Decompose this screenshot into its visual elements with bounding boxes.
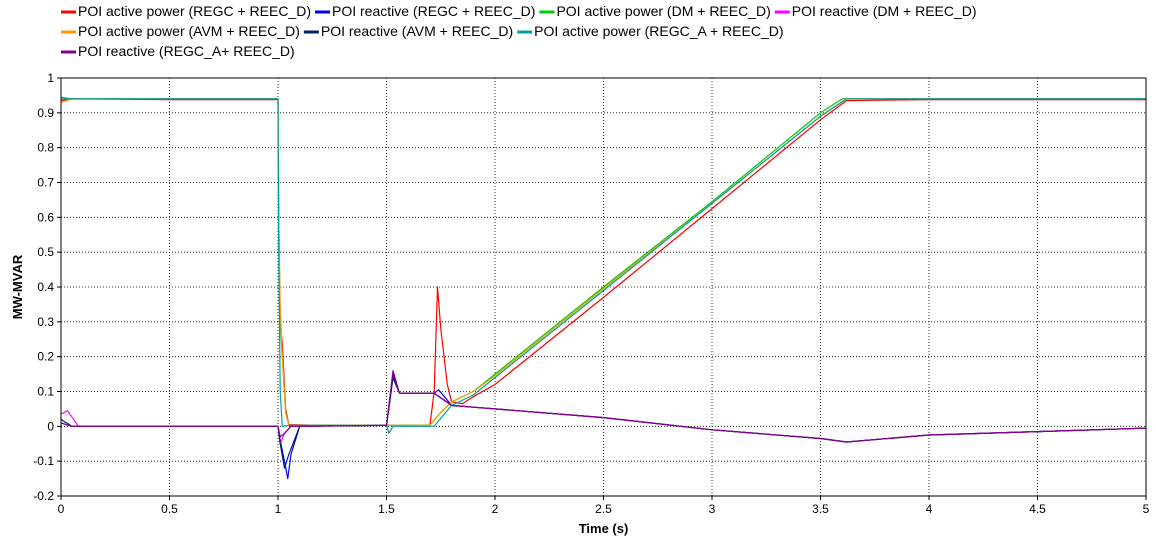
legend-entry-label: POI reactive (DM + REEC_D) — [792, 3, 977, 19]
x-tick-label: 3 — [709, 502, 716, 516]
y-tick-label: -0.1 — [33, 454, 54, 468]
x-tick-label: 1 — [275, 502, 282, 516]
x-tick-label: 0 — [58, 502, 65, 516]
x-tick-label: 2 — [492, 502, 499, 516]
y-tick-label: -0.2 — [33, 489, 54, 503]
y-tick-label: 0.4 — [37, 280, 54, 294]
y-axis-title: MW-MVAR — [10, 254, 25, 319]
series-lines — [60, 96, 1147, 480]
y-tick-label: 0.2 — [37, 350, 54, 364]
legend-entry-label: POI reactive (REGC + REEC_D) — [332, 3, 535, 19]
y-tick-label: 0 — [47, 419, 54, 433]
y-tick-label: 0.7 — [37, 176, 54, 190]
legend: POI active power (REGC + REEC_D) POI reac… — [61, 3, 977, 59]
y-tick-label: 0.5 — [37, 245, 54, 259]
y-tick-label: 0.8 — [37, 141, 54, 155]
legend-entry-label: POI active power (DM + REEC_D) — [556, 3, 770, 19]
series-line-7 — [61, 98, 1146, 434]
legend-entry-label: POI active power (REGC_A + REEC_D) — [534, 23, 783, 39]
legend-entry-label: POI reactive (AVM + REEC_D) — [321, 23, 513, 39]
series-line-8 — [60, 370, 1147, 443]
x-tick-label: 0.5 — [161, 502, 178, 516]
x-tick-label: 2.5 — [595, 502, 612, 516]
y-tick-label: 0.1 — [37, 385, 54, 399]
legend-entry-label: POI active power (REGC + REEC_D) — [78, 3, 311, 19]
x-axis-title: Time (s) — [579, 521, 629, 536]
x-axis-ticks: 0 0.5 1 1.5 2 2.5 3 3.5 4 4.5 5 — [58, 496, 1150, 516]
legend-entry-label: POI reactive (REGC_A+ REEC_D) — [78, 43, 295, 59]
y-tick-label: 1 — [47, 71, 54, 85]
grid — [61, 78, 1146, 496]
x-tick-label: 5 — [1143, 502, 1150, 516]
y-axis-ticks: -0.2 -0.1 0 0.1 0.2 0.3 0.4 0.5 0.6 0.7 0.8 0.9 1 — [33, 71, 61, 503]
x-tick-label: 3.5 — [812, 502, 829, 516]
y-tick-label: 0.9 — [37, 106, 54, 120]
legend-entry-label: POI active power (AVM + REEC_D) — [78, 23, 300, 39]
y-tick-label: 0.3 — [37, 315, 54, 329]
x-tick-label: 4 — [926, 502, 933, 516]
x-tick-label: 4.5 — [1029, 502, 1046, 516]
x-tick-label: 1.5 — [378, 502, 395, 516]
y-tick-label: 0.6 — [37, 210, 54, 224]
